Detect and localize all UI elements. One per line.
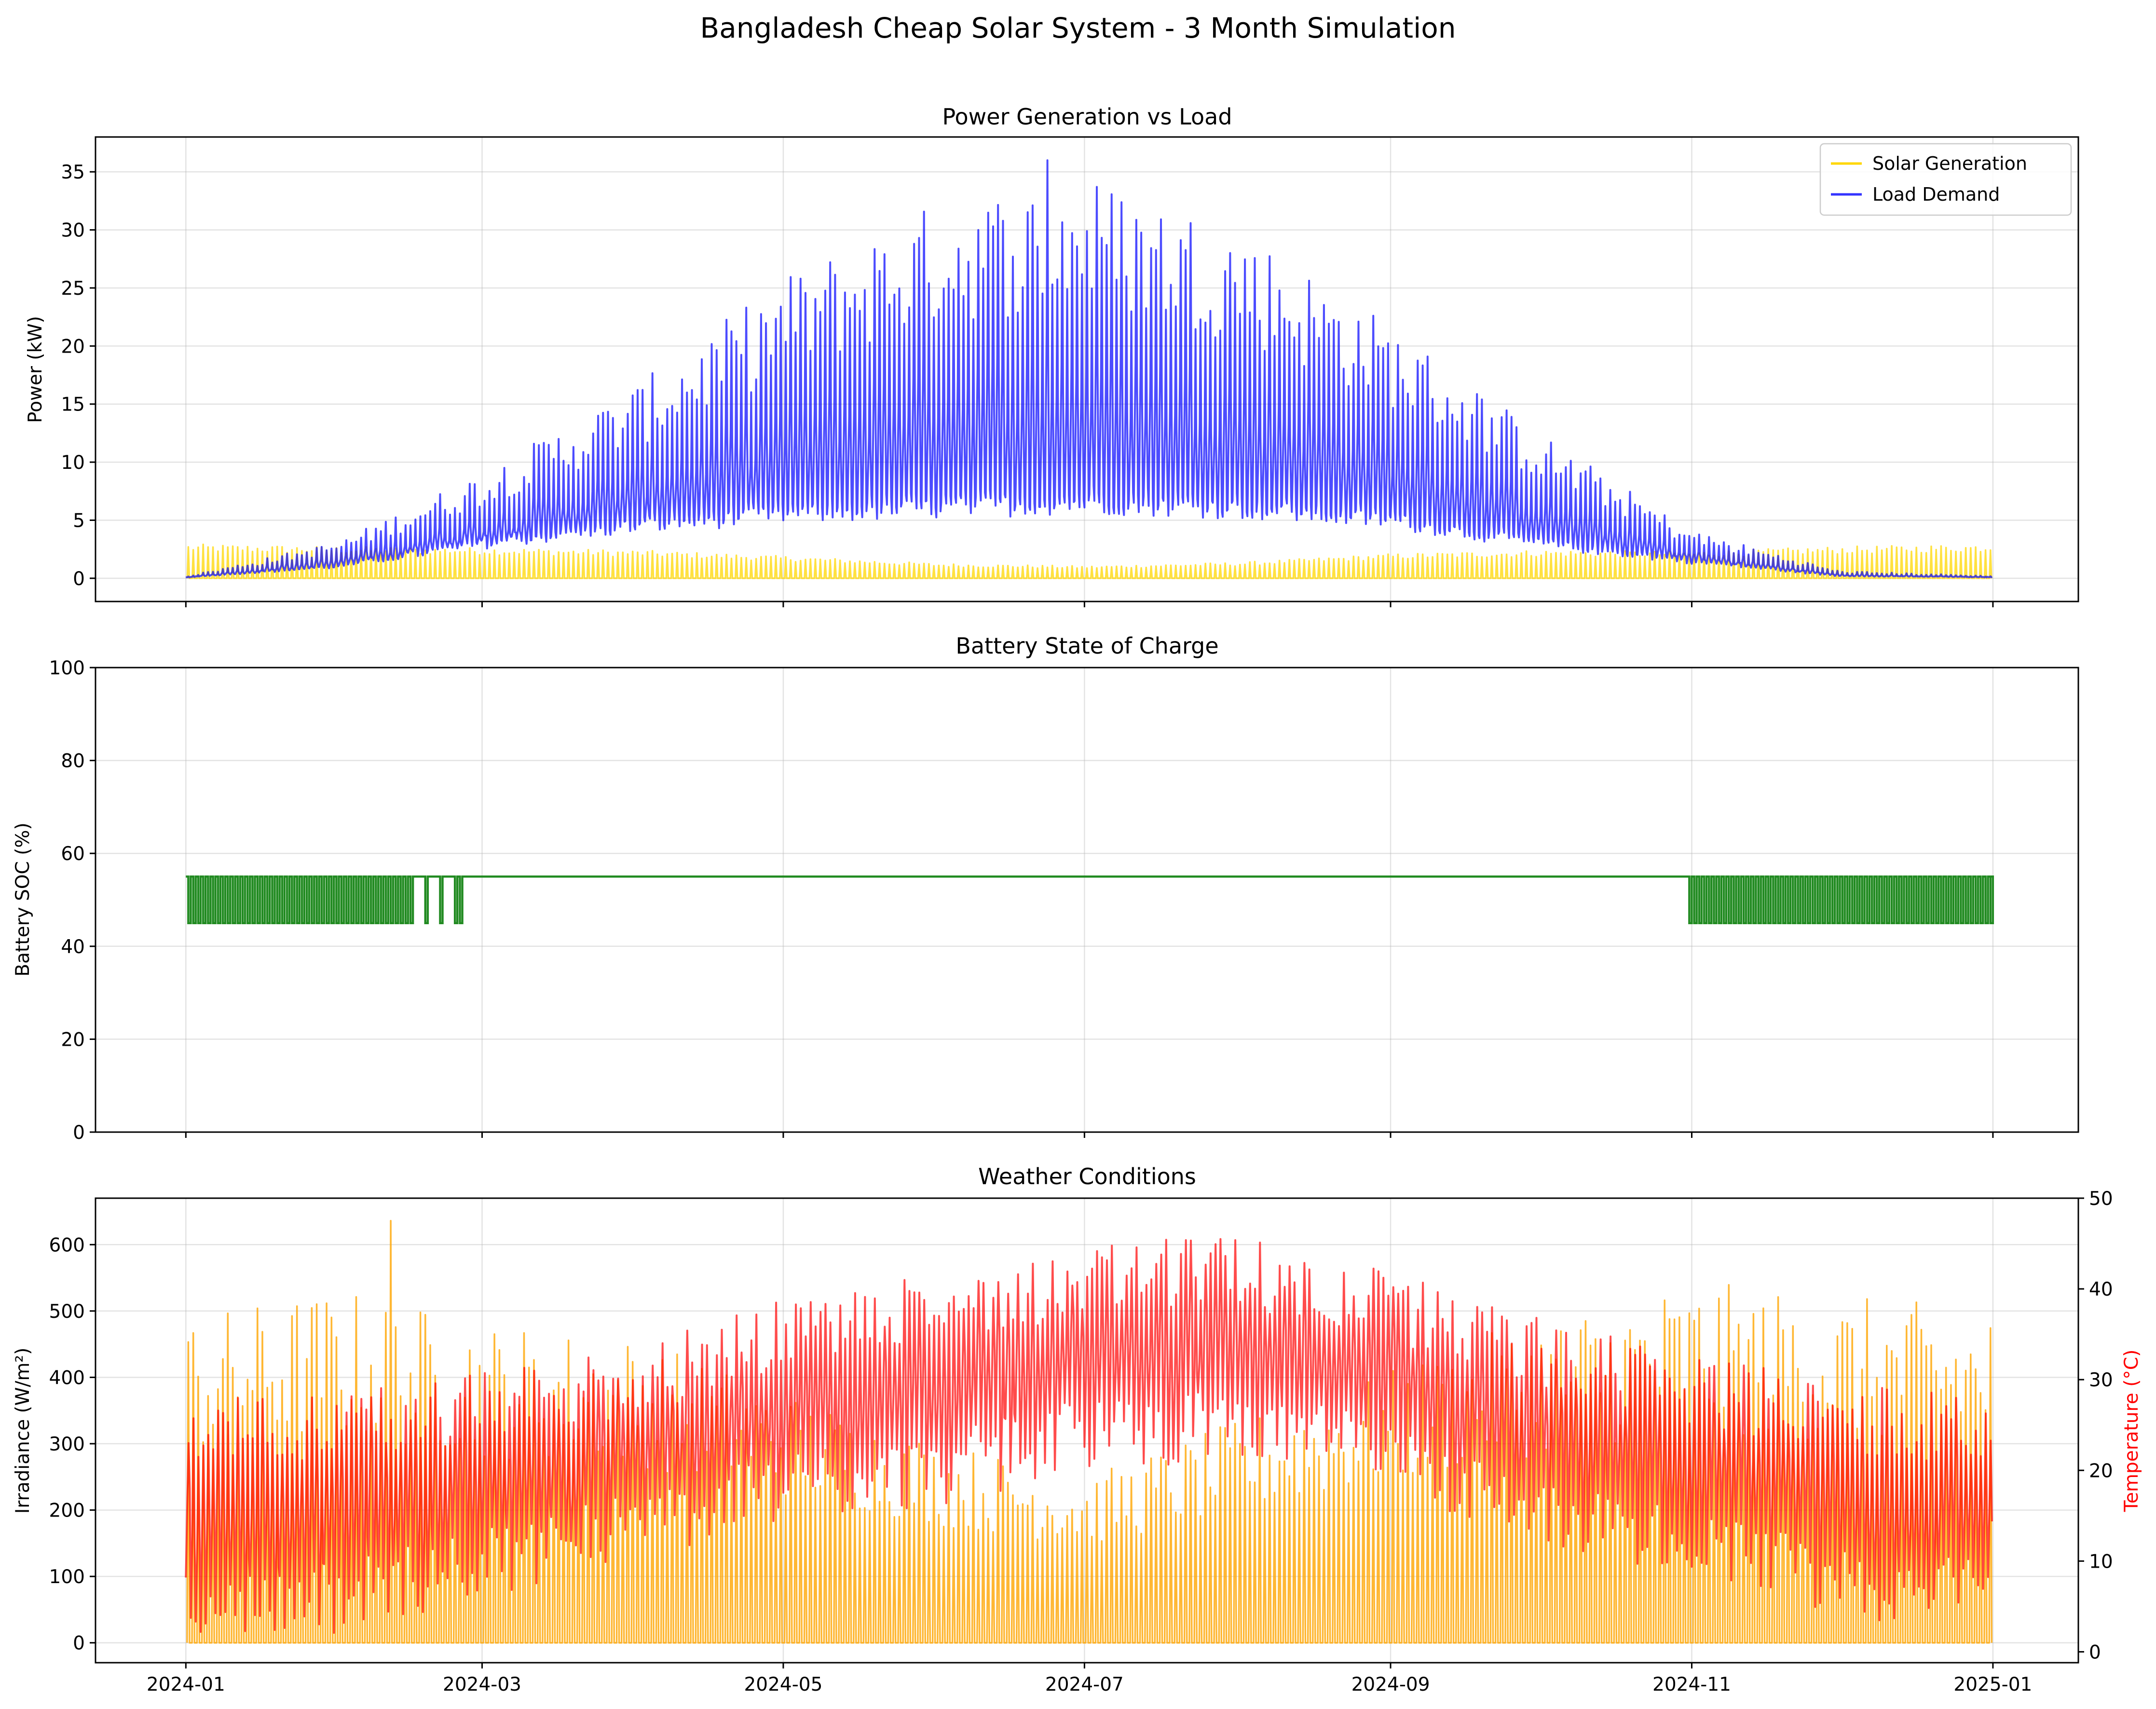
y-tick-label: 25 xyxy=(61,278,85,300)
y-tick-label: 40 xyxy=(61,936,85,958)
battery-y-axis-label: Battery SOC (%) xyxy=(12,822,34,976)
solar-generation-line xyxy=(186,543,1992,579)
temperature-y-axis-label: Temperature (°C) xyxy=(2121,1350,2142,1513)
y-right-tick-label: 30 xyxy=(2089,1369,2113,1391)
legend-label-solar: Solar Generation xyxy=(1872,153,2027,174)
irradiance-y-axis-label: Irradiance (W/m²) xyxy=(12,1348,34,1514)
battery-axes: 0 20 40 60 80 100 xyxy=(49,657,1994,1144)
y-tick-label: 10 xyxy=(61,452,85,474)
temperature-line xyxy=(185,1238,1993,1634)
x-tick-label: 2024-09 xyxy=(1351,1674,1430,1695)
y-right-tick-label: 20 xyxy=(2089,1460,2113,1482)
battery-soc-line xyxy=(186,875,1994,924)
y-tick-label: 15 xyxy=(61,394,85,416)
y-tick-label: 500 xyxy=(49,1301,85,1323)
y-tick-label: 20 xyxy=(61,336,85,357)
battery-panel-title: Battery State of Charge xyxy=(955,633,1218,659)
power-y-axis-label: Power (kW) xyxy=(25,316,46,423)
battery-plot-frame xyxy=(95,667,2079,1133)
x-tick-label: 2024-01 xyxy=(147,1674,225,1695)
y-tick-label: 600 xyxy=(49,1234,85,1256)
power-plot-frame xyxy=(95,136,2079,602)
y-right-tick-label: 40 xyxy=(2089,1279,2113,1300)
y-right-tick-label: 50 xyxy=(2089,1188,2113,1210)
weather-panel: Weather Conditions 2024-01 2024-03 2024-05… xyxy=(12,1163,2142,1695)
x-tick-label: 2024-11 xyxy=(1652,1674,1731,1695)
y-tick-label: 30 xyxy=(61,220,85,242)
load-demand-line xyxy=(186,159,1992,578)
y-tick-label: 60 xyxy=(61,843,85,865)
power-panel: Power Generation vs Load 05101520253035 … xyxy=(25,104,2079,607)
y-tick-label: 100 xyxy=(49,1566,85,1588)
y-tick-label: 0 xyxy=(73,1633,85,1654)
y-tick-label: 100 xyxy=(49,657,85,679)
x-tick-label: 2024-07 xyxy=(1045,1674,1124,1695)
weather-plot-frame xyxy=(95,1197,2079,1664)
x-tick-label: 2024-03 xyxy=(443,1674,521,1695)
power-series xyxy=(186,159,1992,579)
y-tick-label: 35 xyxy=(61,162,85,183)
weather-axes: 2024-01 2024-03 2024-05 2024-07 2024-09 2024-… xyxy=(49,1188,2113,1695)
power-legend: Solar Generation Load Demand xyxy=(1819,143,2072,216)
y-tick-label: 80 xyxy=(61,751,85,772)
y-tick-label: 5 xyxy=(73,510,85,532)
power-panel-title: Power Generation vs Load xyxy=(942,104,1232,130)
battery-series xyxy=(186,875,1994,924)
y-tick-label: 400 xyxy=(49,1367,85,1389)
y-tick-label: 200 xyxy=(49,1500,85,1522)
figure-title: Bangladesh Cheap Solar System - 3 Month … xyxy=(700,12,1456,44)
y-right-tick-label: 0 xyxy=(2089,1641,2101,1663)
y-tick-label: 0 xyxy=(73,1122,85,1144)
legend-box xyxy=(1819,143,2072,216)
weather-series xyxy=(185,1220,1993,1644)
y-tick-label: 300 xyxy=(49,1434,85,1455)
legend-label-load: Load Demand xyxy=(1872,184,2000,205)
power-axes: 0 5 10 15 20 25 30 35 xyxy=(61,162,1994,607)
x-tick-label: 2025-01 xyxy=(1953,1674,2032,1695)
y-right-tick-label: 10 xyxy=(2089,1551,2113,1572)
y-tick-label: 0 xyxy=(73,568,85,590)
x-tick-label: 2024-05 xyxy=(744,1674,822,1695)
battery-panel: Battery State of Charge 0 20 40 60 80 100 Bat… xyxy=(12,633,2079,1144)
weather-panel-title: Weather Conditions xyxy=(978,1163,1196,1189)
y-tick-label: 20 xyxy=(61,1029,85,1051)
irradiance-line xyxy=(186,1220,1993,1644)
